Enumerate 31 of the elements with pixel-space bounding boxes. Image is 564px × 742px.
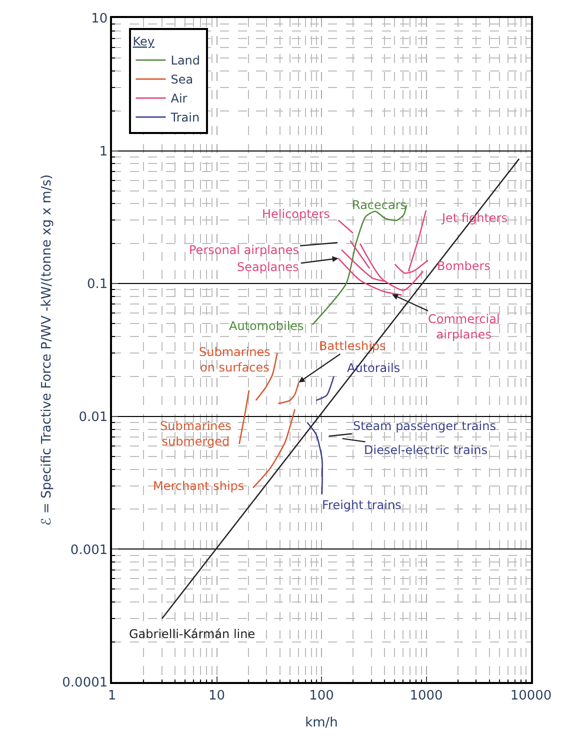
annotation: Merchant ships: [153, 479, 244, 493]
annotation: Submarines submerged: [160, 419, 232, 449]
annotation: Bombers: [437, 259, 490, 273]
annotation: Seaplanes: [237, 260, 299, 274]
y-tick-label: 0.01: [78, 410, 108, 425]
y-tick-label: 0.1: [86, 277, 108, 292]
annotation: Helicopters: [262, 207, 330, 221]
legend-label: Train: [170, 110, 200, 125]
x-tick-label: 10000: [510, 688, 552, 704]
legend-label: Air: [170, 92, 188, 106]
annotation: Commercial airplanes: [428, 312, 500, 342]
x-tick-label: 100: [309, 688, 334, 704]
annotation: Freight trains: [322, 498, 402, 512]
annotation: Personal airplanes: [189, 243, 299, 257]
y-tick-label: 0.001: [70, 542, 108, 558]
annotation: Gabrielli-Kármán line: [129, 627, 256, 641]
x-tick-label: 1000: [410, 688, 443, 704]
legend-label: Sea: [170, 72, 194, 87]
legend-title: Key: [132, 34, 155, 49]
y-tick-label: 1: [99, 144, 108, 160]
y-tick-label: 0.0001: [62, 676, 108, 691]
x-tick-label: 10: [208, 688, 226, 704]
annotation: Automobiles: [229, 319, 304, 333]
annotation: Steam passenger trains: [353, 419, 496, 433]
y-axis-title: ℰ = Specific Tractive Force P/WV -kW/(tonne xg x m/s): [40, 174, 55, 526]
annotation: Submarines on surfaces: [199, 345, 270, 375]
legend-label: Land: [170, 54, 200, 68]
y-tick-label: 10: [91, 12, 108, 27]
x-axis-title: km/h: [305, 715, 338, 730]
annotation: Diesel-electric trains: [364, 443, 488, 457]
annotation: Racecars: [352, 198, 407, 212]
